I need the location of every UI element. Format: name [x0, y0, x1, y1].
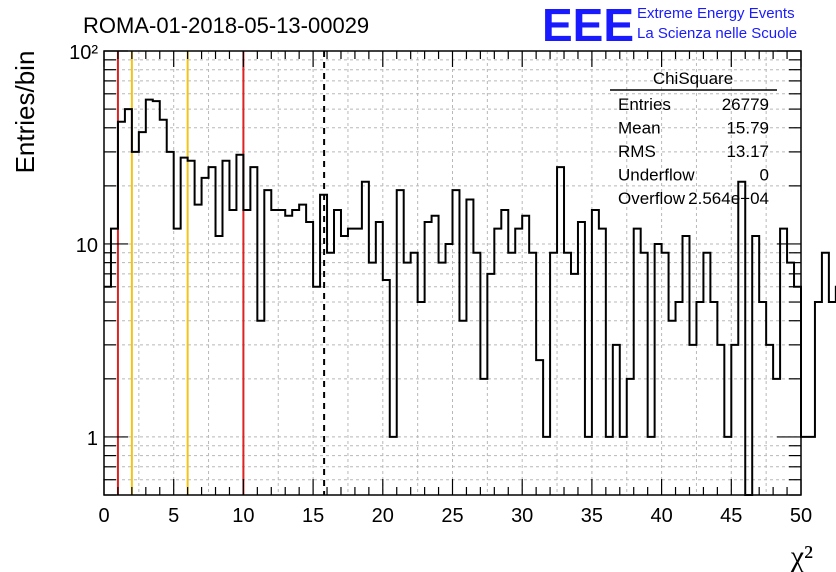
- stats-value: 13.17: [726, 142, 769, 161]
- x-tick-label: 25: [441, 505, 463, 527]
- x-tick-label: 45: [720, 505, 742, 527]
- x-tick-label: 5: [168, 505, 179, 527]
- x-tick-label: 30: [511, 505, 533, 527]
- x-tick-label: 50: [790, 505, 812, 527]
- x-tick-label: 10: [232, 505, 254, 527]
- grid-lines: [104, 51, 801, 496]
- x-tick-label: 20: [372, 505, 394, 527]
- stats-label: Entries: [618, 95, 671, 114]
- x-tick-label: 0: [98, 505, 109, 527]
- stats-value: 26779: [722, 95, 769, 114]
- y-tick-label: 1: [87, 428, 98, 450]
- stats-label: Underflow: [618, 166, 695, 185]
- stats-label: RMS: [618, 142, 656, 161]
- stats-value: 0: [760, 166, 769, 185]
- y-tick-label: 10: [76, 235, 98, 257]
- histogram-step-line: [104, 98, 836, 496]
- stats-label: Overflow: [618, 189, 686, 208]
- x-axis-label: χ²: [790, 540, 813, 572]
- reference-lines: [116, 51, 326, 495]
- axis-ticks: [103, 50, 802, 496]
- stats-box-name: ChiSquare: [653, 69, 733, 88]
- stats-rows: Entries 26779 Mean 15.79 RMS 13.17 Underflow 0 O…: [618, 95, 769, 208]
- x-tick-label: 40: [650, 505, 672, 527]
- eee-logo-line1: Extreme Energy Events: [637, 5, 795, 22]
- chart-title: ROMA-01-2018-05-13-00029: [83, 13, 369, 38]
- tick-labels: 0 5 10 15 20 25 30 35 40 45 50 1 10 10²: [69, 42, 812, 527]
- x-tick-label: 15: [302, 505, 324, 527]
- eee-logo-mark: EEE: [542, 0, 634, 51]
- eee-logo: EEE Extreme Energy Events La Scienza nel…: [542, 0, 797, 51]
- eee-logo-line2: La Scienza nelle Scuole: [637, 25, 797, 42]
- stats-label: Mean: [618, 119, 661, 138]
- x-tick-label: 35: [581, 505, 603, 527]
- stats-value: 2.564e+04: [688, 189, 769, 208]
- y-tick-label: 10²: [69, 42, 98, 64]
- y-axis-label: Entries/bin: [10, 51, 40, 174]
- stats-box: ChiSquare Entries 26779 Mean 15.79 RMS 13.17 U…: [610, 69, 777, 208]
- stats-value: 15.79: [726, 119, 769, 138]
